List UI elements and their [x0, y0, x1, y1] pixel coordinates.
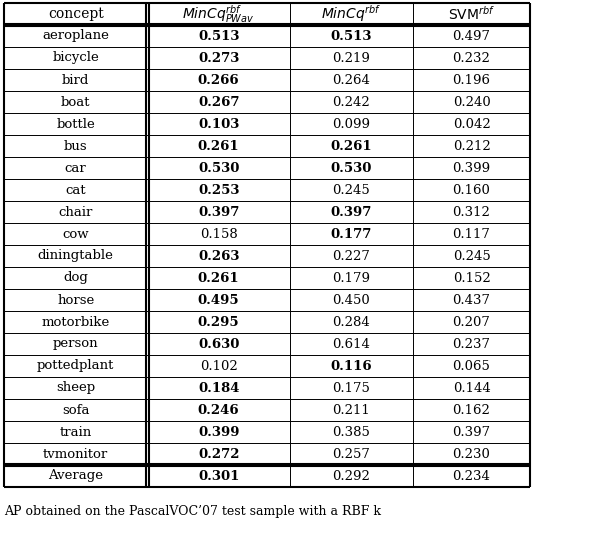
- Text: 0.184: 0.184: [198, 381, 239, 395]
- Text: 0.175: 0.175: [333, 381, 371, 395]
- Text: sheep: sheep: [56, 381, 95, 395]
- Text: cat: cat: [65, 183, 86, 197]
- Text: 0.245: 0.245: [333, 183, 371, 197]
- Text: 0.513: 0.513: [198, 29, 239, 43]
- Text: 0.301: 0.301: [198, 470, 239, 482]
- Text: 0.399: 0.399: [198, 426, 239, 438]
- Text: 0.450: 0.450: [333, 294, 371, 306]
- Text: train: train: [60, 426, 92, 438]
- Text: concept: concept: [48, 7, 104, 21]
- Text: 0.261: 0.261: [198, 272, 239, 284]
- Text: 0.437: 0.437: [452, 294, 491, 306]
- Text: 0.397: 0.397: [198, 205, 239, 219]
- Text: 0.116: 0.116: [331, 359, 372, 373]
- Text: AP obtained on the PascalVOC’07 test sample with a RBF k: AP obtained on the PascalVOC’07 test sam…: [4, 506, 381, 518]
- Text: chair: chair: [59, 205, 93, 219]
- Text: bicycle: bicycle: [52, 51, 99, 65]
- Text: 0.614: 0.614: [333, 337, 371, 351]
- Text: 0.196: 0.196: [452, 73, 491, 87]
- Text: 0.162: 0.162: [453, 404, 491, 417]
- Text: Average: Average: [48, 470, 103, 482]
- Text: 0.234: 0.234: [453, 470, 491, 482]
- Text: 0.263: 0.263: [198, 250, 239, 263]
- Text: 0.397: 0.397: [331, 205, 372, 219]
- Text: 0.253: 0.253: [198, 183, 239, 197]
- Text: dog: dog: [63, 272, 88, 284]
- Text: 0.513: 0.513: [331, 29, 372, 43]
- Text: 0.497: 0.497: [452, 29, 491, 43]
- Text: 0.242: 0.242: [333, 95, 371, 109]
- Text: 0.152: 0.152: [453, 272, 490, 284]
- Text: 0.232: 0.232: [453, 51, 491, 65]
- Text: 0.385: 0.385: [333, 426, 371, 438]
- Text: 0.065: 0.065: [453, 359, 491, 373]
- Text: $\mathrm{SVM}^{rbf}$: $\mathrm{SVM}^{rbf}$: [448, 5, 495, 23]
- Text: diningtable: diningtable: [38, 250, 114, 263]
- Text: cow: cow: [62, 227, 89, 241]
- Text: pottedplant: pottedplant: [37, 359, 114, 373]
- Text: horse: horse: [57, 294, 94, 306]
- Text: 0.261: 0.261: [198, 140, 239, 152]
- Text: 0.273: 0.273: [198, 51, 239, 65]
- Text: bus: bus: [64, 140, 88, 152]
- Text: 0.530: 0.530: [331, 162, 372, 174]
- Text: bird: bird: [62, 73, 89, 87]
- Text: 0.312: 0.312: [453, 205, 491, 219]
- Text: 0.295: 0.295: [198, 316, 239, 328]
- Text: 0.240: 0.240: [453, 95, 490, 109]
- Text: 0.227: 0.227: [333, 250, 371, 263]
- Text: person: person: [53, 337, 98, 351]
- Text: 0.042: 0.042: [453, 118, 490, 130]
- Text: 0.630: 0.630: [198, 337, 239, 351]
- Text: car: car: [65, 162, 86, 174]
- Text: $MinCq_{PWav}^{rbf}$: $MinCq_{PWav}^{rbf}$: [182, 3, 255, 25]
- Text: 0.158: 0.158: [200, 227, 237, 241]
- Text: 0.284: 0.284: [333, 316, 371, 328]
- Text: 0.399: 0.399: [452, 162, 491, 174]
- Text: 0.261: 0.261: [331, 140, 372, 152]
- Text: 0.266: 0.266: [198, 73, 239, 87]
- Text: 0.219: 0.219: [333, 51, 371, 65]
- Text: 0.272: 0.272: [198, 448, 239, 460]
- Text: 0.237: 0.237: [452, 337, 491, 351]
- Text: 0.245: 0.245: [453, 250, 490, 263]
- Text: 0.230: 0.230: [453, 448, 491, 460]
- Text: 0.207: 0.207: [453, 316, 491, 328]
- Text: 0.177: 0.177: [331, 227, 372, 241]
- Text: bottle: bottle: [56, 118, 95, 130]
- Text: $MinCq^{rbf}$: $MinCq^{rbf}$: [321, 3, 382, 24]
- Text: sofa: sofa: [62, 404, 89, 417]
- Text: 0.212: 0.212: [453, 140, 490, 152]
- Text: 0.495: 0.495: [198, 294, 239, 306]
- Text: aeroplane: aeroplane: [42, 29, 109, 43]
- Text: 0.144: 0.144: [453, 381, 490, 395]
- Text: 0.211: 0.211: [333, 404, 371, 417]
- Text: 0.267: 0.267: [198, 95, 239, 109]
- Text: 0.264: 0.264: [333, 73, 371, 87]
- Text: 0.292: 0.292: [333, 470, 371, 482]
- Text: 0.397: 0.397: [452, 426, 491, 438]
- Text: 0.179: 0.179: [333, 272, 371, 284]
- Text: 0.117: 0.117: [453, 227, 491, 241]
- Text: tvmonitor: tvmonitor: [43, 448, 108, 460]
- Text: 0.246: 0.246: [198, 404, 239, 417]
- Text: 0.530: 0.530: [198, 162, 239, 174]
- Text: 0.103: 0.103: [198, 118, 239, 130]
- Text: 0.160: 0.160: [453, 183, 491, 197]
- Text: 0.257: 0.257: [333, 448, 371, 460]
- Text: motorbike: motorbike: [41, 316, 110, 328]
- Text: 0.099: 0.099: [333, 118, 371, 130]
- Text: boat: boat: [61, 95, 91, 109]
- Text: 0.102: 0.102: [200, 359, 237, 373]
